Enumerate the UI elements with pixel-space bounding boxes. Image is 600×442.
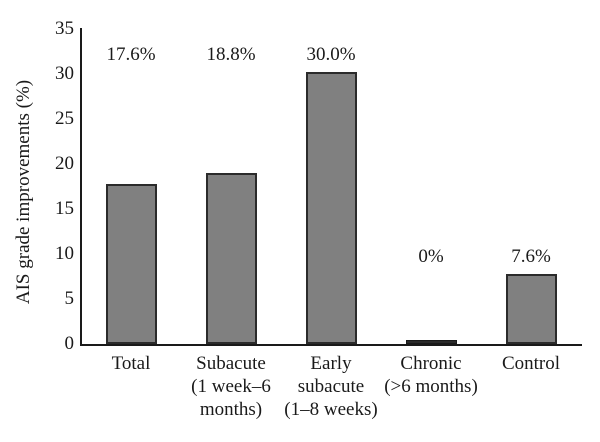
bar-4 (505, 274, 557, 344)
y-tick-label-25: 25 (55, 108, 74, 129)
value-label-1: 18.8% (206, 44, 256, 65)
category-label-line: (1–8 weeks) (284, 399, 378, 420)
category-label-2: Early subacute (1–8 weeks) (261, 352, 401, 421)
category-label-line: Subacute (196, 353, 266, 374)
bar-3 (405, 340, 457, 344)
category-label-line: months) (199, 399, 263, 420)
category-label-4: Control (461, 352, 600, 375)
y-axis-line (80, 28, 82, 346)
bar-0 (105, 184, 157, 344)
value-label-2: 30.0% (306, 44, 356, 65)
category-label-line: (1 week–6 (191, 376, 271, 397)
y-tick-label-5: 5 (64, 288, 75, 309)
bar-2 (305, 72, 357, 344)
bar-1 (205, 173, 257, 344)
value-label-3: 0% (418, 246, 444, 267)
x-axis-line (80, 344, 582, 346)
y-tick-label-15: 15 (55, 198, 74, 219)
category-label-line: Control (501, 353, 561, 374)
value-label-0: 17.6% (106, 44, 156, 65)
category-label-line: Total (111, 353, 151, 374)
y-tick-label-30: 30 (55, 63, 74, 84)
y-tick-label-35: 35 (55, 18, 74, 39)
category-label-1: Subacute (1 week–6 months) (161, 352, 301, 421)
value-label-4: 7.6% (511, 246, 551, 267)
category-label-0: Total (61, 352, 201, 375)
y-tick-label-0: 0 (64, 333, 75, 354)
y-tick-label-20: 20 (55, 153, 74, 174)
category-label-line: subacute (297, 376, 365, 397)
category-label-3: Chronic (>6 months) (361, 352, 501, 398)
category-label-line: (>6 months) (384, 376, 478, 397)
y-tick-label-10: 10 (55, 243, 74, 264)
category-label-line: Early (310, 353, 352, 374)
category-label-line: Chronic (400, 353, 462, 374)
